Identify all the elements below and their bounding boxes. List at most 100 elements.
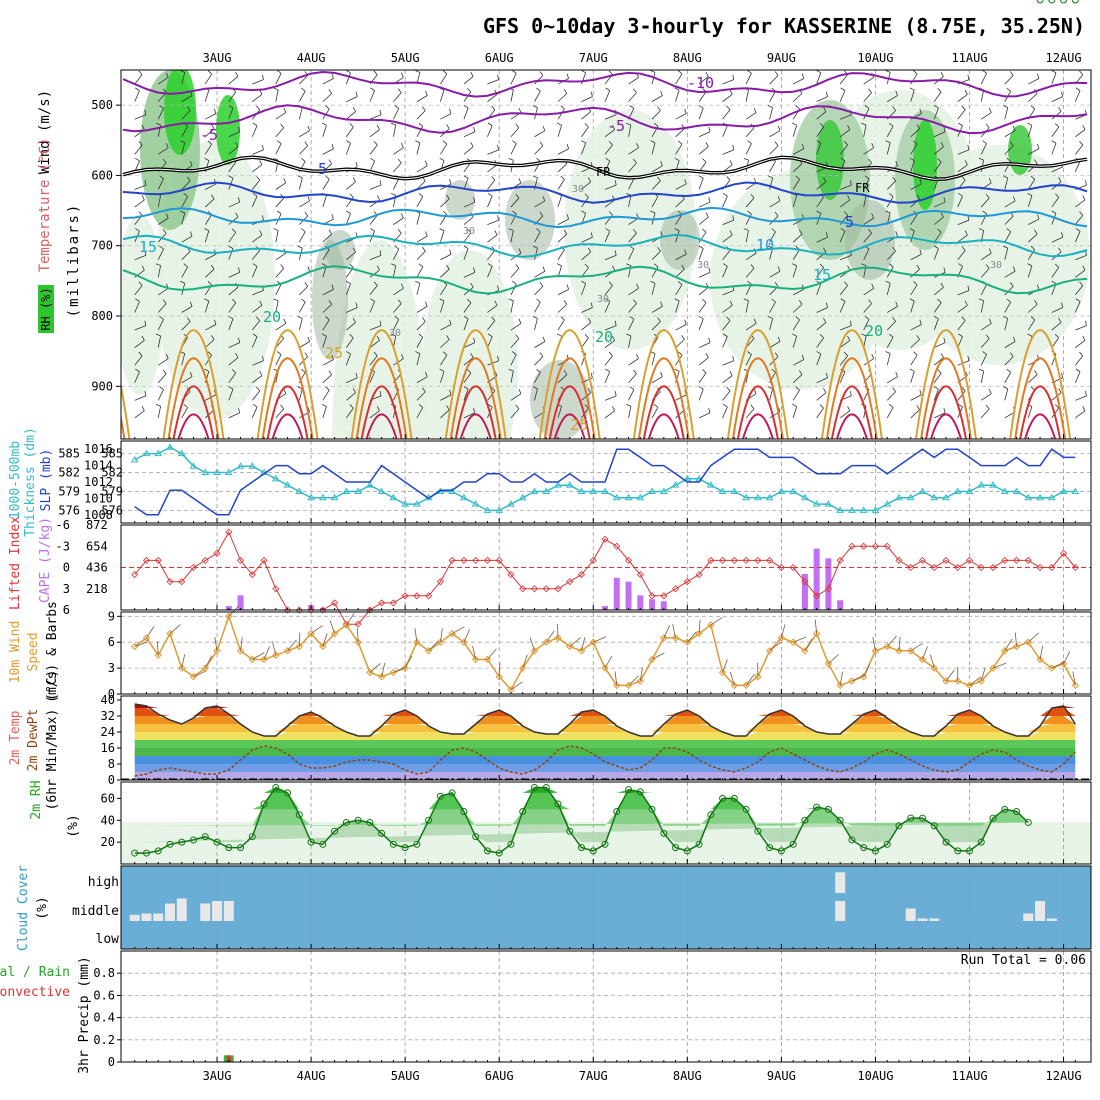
wind-barb-flag <box>708 337 711 343</box>
wind-barb-flag <box>819 123 824 128</box>
rh2m-line-point <box>601 840 609 848</box>
wind-barb <box>393 319 400 331</box>
wind-barb-flag <box>825 91 828 97</box>
wind-barb <box>510 338 520 348</box>
temp-band <box>134 716 1076 724</box>
wind-barb <box>510 89 514 102</box>
wind-barb <box>675 128 685 138</box>
wind-barb-flag <box>283 318 287 324</box>
wind-barb-flag <box>614 180 617 186</box>
wind-barb-flag <box>259 230 263 236</box>
wind-barb <box>440 300 445 313</box>
wind-barb-flag <box>231 298 237 303</box>
wind-barb <box>298 177 303 190</box>
wind-barb-flag <box>633 299 637 304</box>
rh2m-line-point <box>272 783 280 791</box>
wind-barb <box>792 319 800 331</box>
thickness-line-point <box>365 481 374 488</box>
wind-barb <box>581 322 592 331</box>
wind-barb-flag <box>888 193 894 197</box>
wind-speed-line-point <box>601 664 609 672</box>
wind-barb <box>440 113 452 120</box>
wind-barb-flag <box>753 388 757 394</box>
wind-barb-flag <box>747 140 752 144</box>
wind-speed-line-point <box>718 668 727 677</box>
wind10-barb <box>204 655 213 669</box>
wind-barb-flag <box>816 210 822 214</box>
wind-barb-flag <box>614 250 617 256</box>
rh2m-line-point <box>742 805 750 813</box>
wind-barb-flag <box>307 196 311 202</box>
wind-barb <box>745 73 752 85</box>
wind-barb <box>628 406 632 418</box>
wind-barb-flag <box>1082 335 1086 341</box>
wind-barb-flag <box>497 215 499 221</box>
wind-barb-flag <box>228 386 234 390</box>
thickness-line-point <box>318 493 327 501</box>
wind-barb <box>205 253 217 261</box>
wind-barb <box>722 266 728 278</box>
wind-barb <box>534 372 541 383</box>
wind-barb <box>745 252 757 261</box>
wind-barb <box>487 336 493 348</box>
wind-barb-flag <box>590 91 593 97</box>
rh-blob <box>121 215 164 395</box>
date-labels-bottom: 3AUG 4AUG 5AUG 6AUG 7AUG 8AUG 9AUG 10AUG 11AUG 12… <box>203 1069 1082 1083</box>
wind-barb <box>980 268 990 278</box>
wind-barb <box>440 144 448 155</box>
wind-barb <box>252 305 263 313</box>
wind-barb <box>675 268 685 278</box>
wind-barb <box>440 198 450 208</box>
wind-barb <box>651 250 661 261</box>
wind-barb <box>933 248 939 260</box>
isotherm-arch <box>365 413 398 439</box>
thickness-line-point <box>601 487 609 494</box>
li-point <box>201 556 209 564</box>
rh2m-line-point <box>766 844 774 852</box>
wind-barb <box>181 142 186 155</box>
wind-barb-flag <box>321 263 327 267</box>
wind-barb-flag <box>743 298 749 302</box>
wind-barb-flag <box>259 370 263 376</box>
wind-barb-flag <box>660 160 663 166</box>
wind-barb-flag <box>422 317 426 322</box>
rh2m-line-point <box>589 847 597 855</box>
wind-barb-flag <box>235 212 239 218</box>
date-label-top: 3AUG <box>203 51 232 65</box>
ytick-label: 600 <box>91 168 113 182</box>
wind-barb-flag <box>608 351 613 357</box>
li-point <box>483 556 492 564</box>
wind-barb <box>322 249 330 260</box>
wind-speed-line-point <box>1001 647 1009 655</box>
ytick-label: 0 <box>108 687 115 701</box>
wind-barb <box>251 250 261 261</box>
wind-barb-flag <box>729 230 733 236</box>
wind-barb-flag <box>1082 406 1086 411</box>
rh2m-line-point <box>1024 818 1032 826</box>
wind-barb-flag <box>135 228 140 232</box>
wind-barb-flag <box>1030 175 1035 180</box>
wind-barb-flag <box>355 161 358 168</box>
wind-barb-flag <box>515 264 520 269</box>
wind-barb-flag <box>726 316 731 321</box>
thickness-line-point <box>201 468 210 476</box>
rh2m-line-point <box>1071 0 1079 4</box>
wind-barb-flag <box>346 280 351 285</box>
wind-barb-flag <box>563 229 568 235</box>
wind-barb <box>792 93 803 102</box>
wind-barb <box>275 197 285 208</box>
wind-barb <box>769 161 776 173</box>
wind-barb <box>557 148 569 155</box>
iso-label-m5a: -5 <box>200 126 218 144</box>
wind-barb <box>792 195 798 208</box>
thickness-line-point <box>471 500 480 507</box>
wind-barb <box>1004 75 1014 85</box>
li-point <box>354 620 362 628</box>
wind-barb-flag <box>767 316 773 319</box>
rh2m-line-point <box>871 847 879 855</box>
wind-barb-flag <box>494 230 498 236</box>
isotherm-p10 <box>122 206 1088 229</box>
wind-barb-flag <box>560 105 565 110</box>
wind-barb-flag <box>705 71 709 77</box>
wind-barb-flag <box>1058 107 1062 112</box>
